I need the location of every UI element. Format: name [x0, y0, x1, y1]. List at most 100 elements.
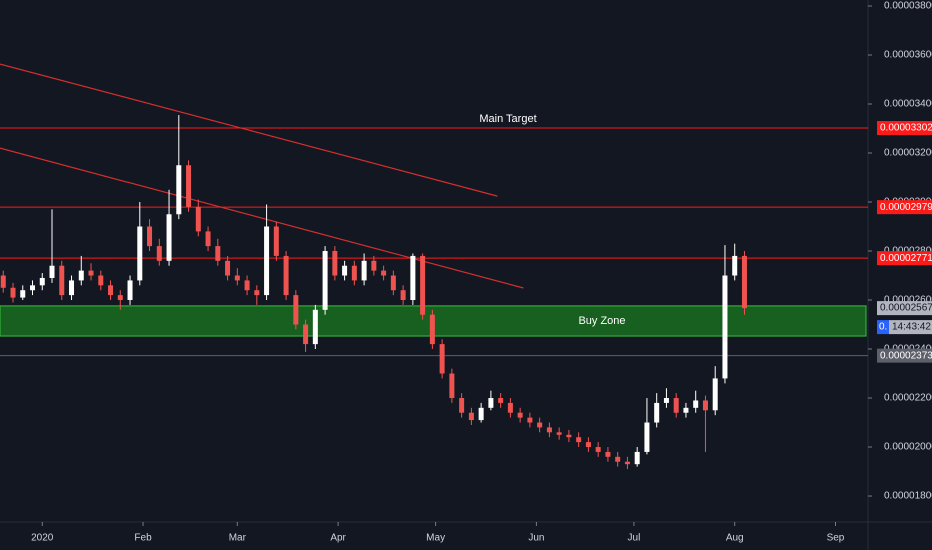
candle-body [420, 255, 426, 315]
x-tick-label: Jul [628, 533, 641, 544]
candle-body [605, 451, 611, 457]
candle-body [312, 309, 318, 345]
candle-body [732, 255, 738, 276]
candle-body [615, 456, 621, 462]
candle-body [546, 427, 552, 433]
trendline [0, 147, 524, 289]
candle-body [673, 398, 679, 413]
x-tick-label: Sep [827, 533, 845, 544]
candle-body [49, 265, 55, 278]
candle-body [293, 295, 299, 325]
candle-body [176, 165, 182, 215]
countdown-prefix-box [877, 320, 889, 335]
x-tick-label: May [426, 533, 445, 544]
candle-body [488, 398, 494, 408]
y-tick-label: 0.00002600 [884, 295, 932, 306]
level-price-label: 0.00002979 [880, 202, 932, 213]
candle-body [342, 265, 348, 276]
candle-body [663, 398, 669, 403]
level-price-label: 0.00003302 [880, 123, 932, 134]
level-price-label-box [877, 200, 932, 215]
candle-body [556, 432, 562, 435]
candle-body [507, 402, 513, 413]
candle-body [244, 280, 250, 291]
y-tick-label: 0.00003600 [884, 50, 932, 61]
candle-body [693, 400, 699, 408]
candle-body [30, 285, 36, 291]
candle-body [147, 226, 153, 247]
candle-body [59, 265, 65, 296]
candle-body [478, 407, 484, 421]
candle-body [98, 275, 104, 286]
candle-body [654, 402, 660, 423]
candle-body [273, 226, 279, 256]
candle-body [78, 270, 84, 281]
candle-body [459, 398, 465, 413]
candle-body [537, 422, 543, 428]
candle-body [332, 251, 338, 276]
candle-body [624, 461, 630, 465]
last-price-label-box [877, 301, 932, 316]
trendline [0, 63, 498, 197]
candle-body [371, 260, 377, 271]
candle-body [127, 280, 133, 301]
candle-body [683, 407, 689, 413]
candle-body [166, 214, 172, 261]
y-tick-label: 0.00003800 [884, 1, 932, 12]
candle-body [439, 344, 445, 374]
candle-body [117, 295, 123, 301]
candle-body [264, 226, 270, 296]
candle-body [69, 280, 75, 296]
countdown-box [889, 320, 932, 335]
level-price-label-box [877, 251, 932, 266]
candle-body [527, 417, 533, 423]
candle-body [722, 275, 728, 379]
x-tick-label: Mar [229, 533, 247, 544]
candle-body [712, 378, 718, 411]
countdown-prefix: 0. [879, 322, 887, 333]
candle-body [400, 290, 406, 301]
y-tick-label: 0.00003400 [884, 99, 932, 110]
candle-body [10, 287, 16, 298]
candle-body [137, 226, 143, 281]
last-price-label: 0.00002567 [880, 303, 932, 314]
candle-body [517, 412, 523, 418]
candle-body [351, 265, 357, 281]
candle-body [361, 260, 367, 281]
candle-body [195, 206, 201, 232]
y-tick-label: 0.00001800 [884, 491, 932, 502]
level-price-label-box [877, 121, 932, 136]
candle-body [205, 231, 211, 247]
candle-body [156, 246, 162, 261]
candle-body [88, 270, 94, 276]
x-tick-label: 2020 [31, 533, 54, 544]
level-label: Main Target [479, 113, 536, 125]
candle-body [566, 434, 572, 438]
y-tick-label: 0.00002000 [884, 442, 932, 453]
candle-body [449, 373, 455, 399]
candle-body [0, 275, 6, 288]
level-price-label-box [877, 348, 932, 363]
candle-body [585, 442, 591, 448]
candle-body [186, 165, 192, 207]
candle-body [322, 251, 328, 310]
candle-body [429, 314, 435, 345]
countdown: 14:43:42 [892, 322, 931, 333]
y-tick-label: 0.00002200 [884, 393, 932, 404]
candle-body [283, 255, 289, 296]
candle-body [576, 437, 582, 443]
candle-body [634, 451, 640, 465]
level-price-label: 0.00002373 [880, 350, 932, 361]
candle-body [254, 290, 260, 296]
candle-body [225, 260, 231, 276]
candle-body [234, 275, 240, 281]
candle-body [20, 290, 26, 298]
candle-body [410, 255, 416, 301]
candle-body [741, 255, 747, 309]
candle-body [108, 285, 114, 296]
candle-body [390, 275, 396, 291]
x-tick-label: Apr [330, 533, 346, 544]
